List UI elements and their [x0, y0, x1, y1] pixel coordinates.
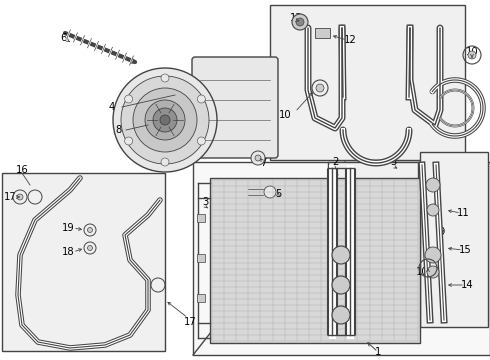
Text: 12: 12: [343, 35, 356, 45]
Text: 8: 8: [115, 125, 121, 135]
Circle shape: [197, 95, 205, 103]
Text: 5: 5: [275, 189, 281, 199]
Bar: [315, 28, 330, 38]
Circle shape: [251, 151, 265, 165]
Circle shape: [161, 74, 169, 82]
Circle shape: [113, 68, 217, 172]
Circle shape: [145, 100, 185, 140]
Text: 6: 6: [60, 33, 66, 43]
Bar: [270, 5, 465, 160]
Circle shape: [124, 137, 133, 145]
Circle shape: [425, 247, 441, 263]
Text: 10: 10: [416, 267, 428, 277]
Text: 18: 18: [62, 247, 74, 257]
Text: 10: 10: [279, 110, 292, 120]
Circle shape: [161, 158, 169, 166]
Text: 15: 15: [459, 245, 471, 255]
Text: 11: 11: [457, 208, 469, 218]
Text: 1: 1: [375, 347, 381, 357]
Text: 14: 14: [461, 280, 473, 290]
Circle shape: [332, 306, 350, 324]
Text: 3: 3: [202, 197, 208, 207]
Text: 17: 17: [3, 192, 16, 202]
Circle shape: [121, 76, 209, 164]
Circle shape: [316, 84, 324, 92]
Circle shape: [427, 266, 439, 278]
Circle shape: [17, 194, 23, 200]
Text: 19: 19: [62, 223, 74, 233]
Text: 13: 13: [290, 13, 302, 23]
Circle shape: [160, 115, 170, 125]
Circle shape: [153, 108, 177, 132]
Text: 7: 7: [260, 158, 266, 168]
Circle shape: [124, 95, 133, 103]
Bar: [197, 294, 205, 302]
Bar: [197, 214, 205, 222]
Bar: [420, 152, 488, 327]
Text: 2: 2: [332, 157, 338, 167]
Circle shape: [264, 186, 276, 198]
Circle shape: [88, 228, 93, 233]
Circle shape: [88, 246, 93, 251]
FancyBboxPatch shape: [192, 57, 278, 158]
Polygon shape: [193, 162, 490, 355]
Circle shape: [197, 137, 205, 145]
Bar: [328, 162, 418, 337]
Circle shape: [255, 155, 261, 161]
Bar: [2, 173, 165, 351]
Bar: [210, 178, 420, 343]
Text: 16: 16: [16, 165, 28, 175]
Circle shape: [332, 276, 350, 294]
Circle shape: [426, 178, 440, 192]
Circle shape: [133, 88, 197, 152]
Circle shape: [332, 246, 350, 264]
Text: 4: 4: [109, 102, 115, 112]
Text: 17: 17: [184, 317, 196, 327]
Circle shape: [468, 51, 476, 59]
Bar: [197, 254, 205, 262]
Circle shape: [296, 18, 304, 26]
Text: 9: 9: [439, 227, 445, 237]
Circle shape: [427, 204, 439, 216]
Text: 3: 3: [390, 157, 396, 167]
Text: 10: 10: [466, 47, 478, 57]
Circle shape: [292, 14, 308, 30]
